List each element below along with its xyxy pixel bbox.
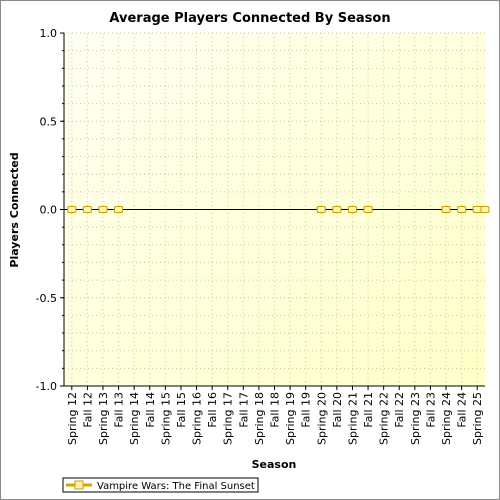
- x-tick-label: Spring 19: [284, 392, 297, 445]
- x-tick-label: Fall 18: [269, 392, 282, 428]
- x-axis-title: Season: [252, 458, 297, 471]
- data-point: [363, 206, 373, 213]
- y-axis-title: Players Connected: [8, 152, 21, 267]
- data-point: [472, 206, 482, 213]
- x-tick-label: Fall 24: [456, 392, 469, 428]
- x-tick-label: Spring 21: [346, 392, 359, 445]
- x-tick-label: Fall 12: [81, 392, 94, 428]
- y-tick-label: -0.5: [36, 292, 57, 305]
- x-tick-label: Fall 17: [237, 392, 250, 428]
- data-point: [82, 206, 92, 213]
- y-tick-label: 0.5: [40, 115, 58, 128]
- y-tick-label: -1.0: [36, 380, 57, 393]
- x-tick-label: Fall 20: [331, 392, 344, 428]
- x-tick-label: Fall 14: [144, 392, 157, 428]
- x-tick-label: Spring 25: [471, 392, 484, 445]
- data-point: [457, 206, 467, 213]
- x-tick-label: Spring 18: [253, 392, 266, 445]
- y-tick-label: 1.0: [40, 27, 58, 40]
- x-tick-label: Fall 22: [393, 392, 406, 428]
- x-tick-label: Fall 19: [300, 392, 313, 428]
- legend-box: [62, 477, 259, 493]
- x-tick-label: Spring 17: [222, 392, 235, 445]
- x-tick-label: Fall 21: [362, 392, 375, 428]
- x-tick-label: Spring 20: [315, 392, 328, 445]
- x-tick-label: Spring 23: [409, 392, 422, 445]
- data-point: [114, 206, 124, 213]
- x-tick-label: Spring 24: [440, 392, 453, 445]
- series-layer: [64, 206, 490, 213]
- x-tick-labels: Spring 12 Fall 12 Spring 13 Fall 13 Spring 1…: [66, 386, 484, 445]
- data-point: [347, 206, 357, 213]
- x-tick-label: Spring 16: [191, 392, 204, 445]
- data-point: [67, 206, 77, 213]
- legend: Vampire Wars: The Final Sunset: [62, 477, 259, 493]
- x-tick-label: Spring 12: [66, 392, 79, 445]
- data-point: [441, 206, 451, 213]
- x-tick-label: Spring 22: [378, 392, 391, 445]
- y-tick-label: 0.0: [40, 204, 58, 217]
- y-tick-labels: 1.0 0.5 0.0 -0.5 -1.0: [36, 27, 64, 393]
- x-tick-label: Spring 13: [97, 392, 110, 445]
- chart-title: Average Players Connected By Season: [109, 11, 390, 26]
- data-point: [98, 206, 108, 213]
- legend-swatch-marker: [74, 480, 84, 490]
- x-tick-label: Fall 16: [206, 392, 219, 428]
- data-point: [332, 206, 342, 213]
- x-tick-label: Fall 15: [175, 392, 188, 428]
- legend-label: Vampire Wars: The Final Sunset: [97, 481, 255, 492]
- x-tick-label: Fall 13: [113, 392, 126, 428]
- x-tick-label: Fall 23: [424, 392, 437, 428]
- data-point: [316, 206, 326, 213]
- data-point: [480, 206, 490, 213]
- x-tick-label: Spring 15: [159, 392, 172, 445]
- x-tick-label: Spring 14: [128, 392, 141, 445]
